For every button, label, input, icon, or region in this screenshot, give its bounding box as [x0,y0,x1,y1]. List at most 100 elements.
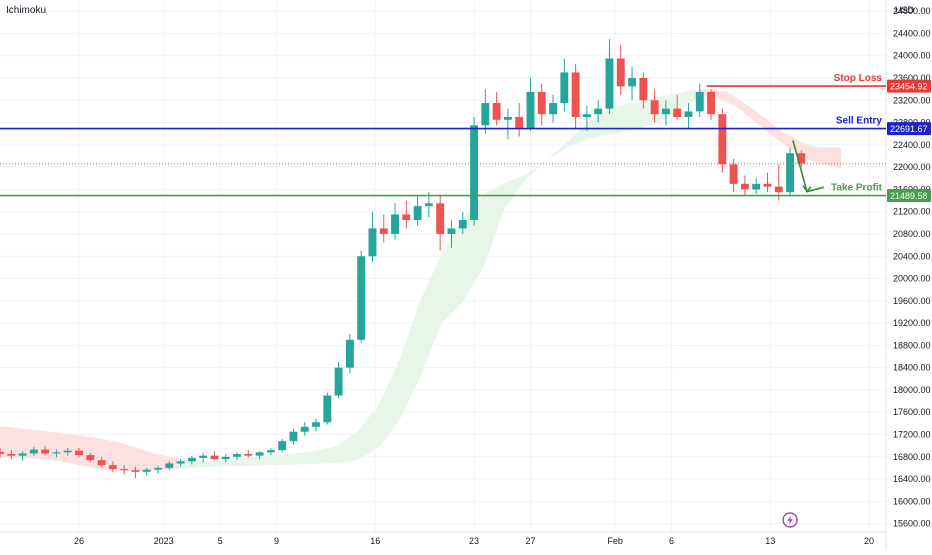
candle [357,250,366,343]
candle [289,428,298,445]
candle-body [29,449,38,454]
candle-body [165,463,174,468]
indicator-label[interactable]: Ichimoku [6,5,47,16]
y-tick-label: 24800.00 [893,6,931,16]
bottom-badge[interactable] [782,512,798,528]
y-tick-label: 20000.00 [893,274,931,284]
y-tick-label: 16000.00 [893,496,931,506]
currency-label: USD [894,5,914,15]
candle-body [142,469,151,472]
candle-body [492,103,501,120]
candle [458,211,467,234]
candle [52,449,61,458]
candle-body [413,206,422,221]
ichimoku-cloud [0,89,841,471]
candle-body [628,77,637,87]
y-tick-label: 16800.00 [893,452,931,462]
candle-body [470,125,478,221]
y-tick-label: 20400.00 [893,251,931,261]
y-tick-label: 19600.00 [893,296,931,306]
candle [594,100,603,123]
candle [402,200,411,229]
candle [515,103,524,137]
candle [300,422,309,436]
candle [447,220,456,248]
candle [41,446,50,456]
y-tick-label: 18000.00 [893,385,931,395]
candle-body [740,183,749,190]
candlestick-series [0,38,806,478]
candle [560,58,569,112]
candle-body [503,116,512,120]
candle [661,100,670,126]
stop-loss-price-tag [887,79,931,93]
y-tick-label: 18400.00 [893,363,931,373]
candle [740,175,749,197]
candle-body [718,114,727,165]
candle [334,362,343,399]
x-tick-label: 9 [274,536,279,546]
candle [75,447,83,458]
candle [244,450,253,458]
candle [537,83,546,126]
candle [165,461,174,471]
candle [86,452,95,463]
candle-body [176,461,185,464]
candle [786,147,795,195]
take-profit-price-tag [887,189,931,203]
y-tick-label: 21200.00 [893,207,931,217]
x-tick-label: Feb [607,536,623,546]
candle [233,452,241,461]
y-tick-label: 19200.00 [893,318,931,328]
candle [549,94,557,123]
y-tick-label: 20800.00 [893,229,931,239]
candle [323,392,332,425]
candle-body [131,470,140,472]
candle-body [75,450,83,456]
candle-body [707,91,716,115]
candle-body [266,450,275,453]
candle-body [289,431,298,442]
candle-body [549,103,557,115]
candle-body [63,450,72,453]
candle [255,451,264,460]
candle-body [300,426,309,432]
candle-body [154,467,162,470]
y-tick-label: 18800.00 [893,340,931,350]
y-tick-label: 15600.00 [893,519,931,529]
y-tick-label: 24400.00 [893,28,931,38]
candle-body [797,153,806,164]
candle-body [650,100,659,115]
candle-body [357,256,366,340]
candle [436,194,445,251]
candle-body [255,452,264,456]
x-tick-label: 27 [525,536,535,546]
sell-entry-label: Sell Entry [836,116,883,127]
candle-body [7,454,16,456]
candle [154,465,162,474]
take-profit-price-value: 21489.58 [890,191,928,201]
candle-body [368,228,377,257]
candle-body [560,72,569,104]
time-axis[interactable]: 26 2023 5 9 16 23 27 Feb 6 13 20 [74,536,874,546]
candle [526,77,535,131]
candle-body [18,453,27,456]
cloud-bearish [0,426,178,471]
candle [63,447,72,456]
candle [470,116,478,226]
candle [266,447,275,456]
x-tick-label: 20 [864,536,874,546]
sell-entry-price-value: 22691.67 [890,124,928,134]
candle-body [424,203,433,207]
x-tick-label: 6 [669,536,674,546]
candle [684,103,693,129]
price-axis[interactable]: 24800.00 24400.00 24000.00 23600.00 23200.00… [887,6,931,529]
candle [503,108,512,140]
candle-body [537,91,546,115]
candle [752,178,761,194]
candle [210,451,219,461]
candle [18,451,27,461]
candle [673,94,682,120]
candle-body [323,395,332,423]
trade-levels: Stop Loss Sell Entry Take Profit [0,73,886,197]
